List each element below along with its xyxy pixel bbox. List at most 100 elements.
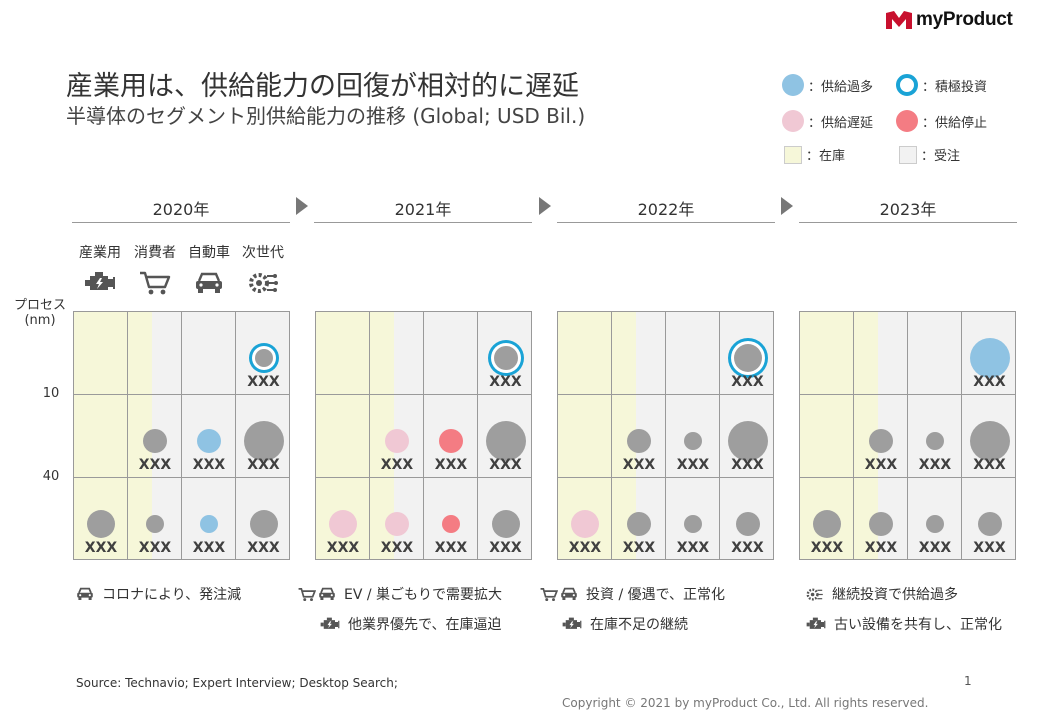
grid-cell [558,395,612,478]
axis-title-line1: プロセス [13,298,66,313]
value-label: XXX [622,540,656,556]
cart-icon [540,587,558,602]
value-label: XXX [973,374,1006,390]
grid-cell: XXX [908,395,962,478]
category-label-auto: 自動車 [188,245,230,261]
grid-cell: XXX [478,478,531,559]
value-label: XXX [864,540,898,556]
value-label: XXX [622,457,656,473]
supply-bubble [869,512,893,536]
grid-cell: XXX [800,478,854,559]
legend-delay: ：供給遅延 [782,110,873,132]
grid-cell: XXX [612,478,666,559]
grid-cell: XXX [720,478,773,559]
grid-cell: XXX [128,478,182,559]
value-label: XXX [731,540,764,556]
supply-bubble [385,512,409,536]
grid-cell: XXX [854,395,908,478]
gear-chip-icon [806,586,824,603]
value-label: XXX [192,457,226,473]
supply-bubble [977,512,1002,536]
note-line: 在庫不足の継続 [562,614,725,634]
year-header-2021: 2021年 [394,200,452,219]
slide-subtitle: 半導体のセグメント別供給能力の推移 (Global; USD Bil.) [66,104,586,128]
stop-swatch [896,110,918,132]
supply-bubble [249,510,278,538]
year-header-2023: 2023年 [879,200,937,219]
year-header-2022: 2022年 [637,200,695,219]
investment-ring-bubble [254,349,273,367]
value-label: XXX [864,457,898,473]
supply-bubble [485,421,526,461]
investment-ring-bubble [493,346,518,370]
category-label-nextgen: 次世代 [242,245,284,261]
value-label: XXX [973,540,1006,556]
legend-oversupply: ：供給過多 [782,74,873,96]
supply-bubble [439,429,463,453]
car-icon [560,587,578,601]
supply-bubble [969,338,1010,378]
gear-chip-icon [235,268,291,298]
value-label: XXX [192,540,226,556]
year-header-2020: 2020年 [152,200,210,219]
grid-cell [128,312,182,395]
note-icons [540,587,580,602]
supply-bubble [197,429,221,453]
value-label: XXX [138,540,172,556]
value-label: XXX [247,374,280,390]
value-label: XXX [489,540,522,556]
grid-cell: XXX [558,478,612,559]
category-label-consumer: 消費者 [134,245,176,261]
copyright: Copyright © 2021 by myProduct Co., Ltd. … [562,696,929,710]
grid-cell: XXX [74,478,128,559]
grid-cell: XXX [720,395,773,478]
supply-bubble [735,512,760,536]
legend-stop: ：供給停止 [896,110,987,132]
grid-cell: XXX [128,395,182,478]
value-label: XXX [489,457,522,473]
value-label: XXX [434,540,468,556]
note-line: 他業界優先で、在庫逼迫 [320,614,502,634]
grid-cell: XXX [370,478,424,559]
grid-cell [666,312,720,395]
axis-title-line2: (nm) [24,313,56,328]
value-label: XXX [731,457,764,473]
supply-bubble [869,429,893,453]
delay-swatch [782,110,804,132]
supply-bubble [442,515,460,533]
supply-bubble [385,429,409,453]
value-label: XXX [731,374,764,390]
supply-bubble [571,510,599,538]
grid-cell: XXX [478,395,531,478]
logo-mark-icon [886,11,912,29]
legend-label: ：在庫 [806,149,846,164]
grid-cell: XXX [236,312,289,395]
value-label: XXX [568,540,602,556]
car-icon [318,587,336,601]
panel-2023-grid: XXX XXX XXX XXX XXX XXX XXX XXX [799,311,1016,560]
year-divider [799,222,1017,223]
grid-cell: XXX [666,478,720,559]
grid-cell: XXX [962,395,1015,478]
grid-cell: XXX [962,478,1015,559]
value-label: XXX [810,540,844,556]
arrow-right-icon [539,197,551,215]
grid-cell: XXX [854,478,908,559]
note-text: 古い設備を共有し、正常化 [834,617,1002,633]
grid-cell [370,312,424,395]
cart-icon [127,268,183,298]
note-icons [562,617,584,632]
note-text: 継続投資で供給過多 [832,587,958,603]
grid-cell: XXX [424,395,478,478]
brand-logo: myProduct [886,9,1013,30]
supply-bubble [243,421,284,461]
grid-cell: XXX [612,395,666,478]
panel-2021-notes: EV / 巣ごもりで需要拡大他業界優先で、在庫逼迫 [298,584,502,634]
note-line: 古い設備を共有し、正常化 [806,614,1002,634]
note-text: EV / 巣ごもりで需要拡大 [344,587,503,603]
axis-tick-40: 40 [42,469,60,484]
note-line: コロナにより、発注減 [76,584,241,604]
legend-label: ：供給遅延 [808,115,874,131]
grid-cell [316,312,370,395]
panel-2021-grid: XXX XXX XXX XXX XXX XXX XXX XXX [315,311,532,560]
